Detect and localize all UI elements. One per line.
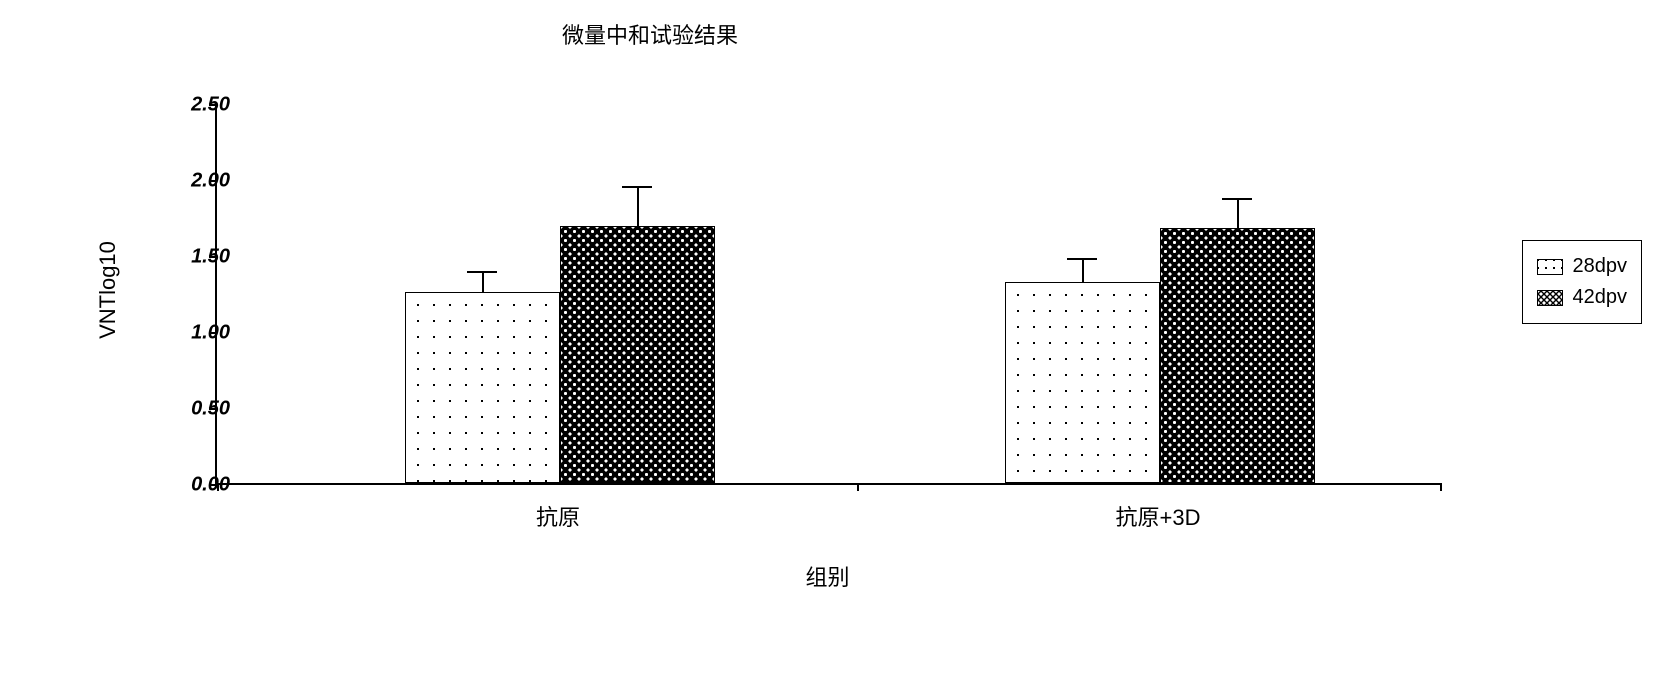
xtick-mark	[1440, 483, 1442, 491]
errorbar	[637, 188, 639, 226]
chart-title: 微量中和试验结果	[0, 18, 1300, 50]
ytick-mark	[209, 408, 217, 410]
x-category-label: 抗原+3D	[1116, 500, 1201, 532]
xtick-mark	[217, 483, 219, 491]
errorbar	[1237, 200, 1239, 227]
plot-area	[215, 105, 1440, 485]
xtick-mark	[857, 483, 859, 491]
chart-container: 微量中和试验结果 VNTlog10 0.00 0.50 1.00 1.50 2.…	[0, 0, 1672, 680]
ytick-mark	[209, 104, 217, 106]
legend-item: 28dpv	[1537, 251, 1628, 282]
legend-item: 42dpv	[1537, 282, 1628, 313]
errorbar-cap	[1222, 198, 1252, 200]
bar-group2-28dpv	[1005, 282, 1160, 483]
errorbar	[1082, 260, 1084, 283]
legend-label: 28dpv	[1573, 255, 1628, 278]
legend-label: 42dpv	[1573, 286, 1628, 309]
ytick-mark	[209, 256, 217, 258]
legend-swatch-icon	[1537, 259, 1563, 275]
errorbar-cap	[622, 186, 652, 188]
ytick-mark	[209, 332, 217, 334]
bar-group1-42dpv	[560, 226, 715, 483]
errorbar-cap	[467, 271, 497, 273]
legend: 28dpv 42dpv	[1522, 240, 1643, 324]
bar-group2-42dpv	[1160, 228, 1315, 483]
legend-swatch-icon	[1537, 290, 1563, 306]
x-axis-label: 组别	[215, 560, 1440, 592]
errorbar-cap	[1067, 258, 1097, 260]
ytick-mark	[209, 484, 217, 486]
y-axis-label: VNTlog10	[95, 241, 121, 339]
bar-group1-28dpv	[405, 292, 560, 484]
chart-area: VNTlog10 0.00 0.50 1.00 1.50 2.00 2.50	[80, 90, 1460, 570]
x-category-label: 抗原	[536, 500, 580, 532]
ytick-mark	[209, 180, 217, 182]
errorbar	[482, 273, 484, 291]
